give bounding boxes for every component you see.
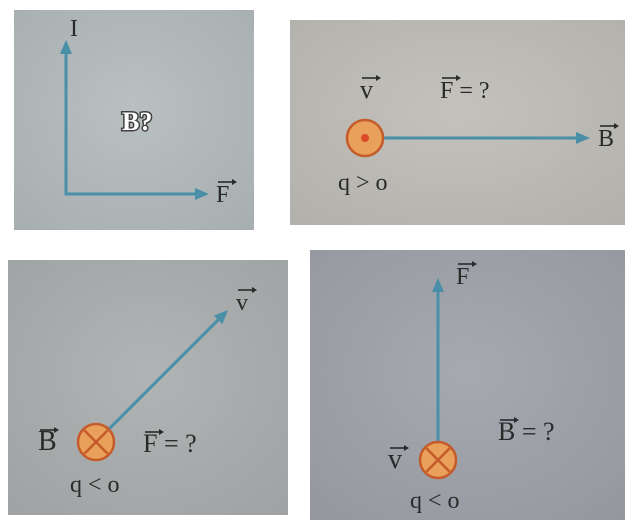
svg-text:I: I	[70, 16, 78, 42]
diagram-panel-p3: vBF = ?q < o	[8, 260, 288, 515]
svg-text:B = ?: B = ?	[498, 417, 555, 446]
svg-text:B?: B?	[122, 107, 152, 136]
svg-text:v: v	[360, 75, 373, 104]
svg-text:q < o: q < o	[410, 488, 460, 514]
svg-text:B: B	[598, 126, 614, 152]
diagram-svg: I F B?	[14, 10, 254, 230]
svg-text:F = ?: F = ?	[440, 78, 490, 104]
diagram-svg: FvB = ?q < o	[310, 250, 625, 520]
diagram-svg: vBF = ?q < o	[8, 260, 288, 515]
svg-text:F: F	[216, 182, 229, 208]
diagram-svg: Bv F = ? q > o	[290, 20, 625, 225]
svg-text:F = ?: F = ?	[143, 429, 197, 458]
diagram-panel-p1: I F B?	[14, 10, 254, 230]
diagram-panel-p4: FvB = ?q < o	[310, 250, 625, 520]
svg-text:v: v	[236, 290, 248, 316]
svg-text:q < o: q < o	[70, 472, 120, 498]
svg-text:q > o: q > o	[338, 170, 388, 196]
diagram-panel-p2: Bv F = ? q > o	[290, 20, 625, 225]
svg-text:F: F	[456, 264, 469, 290]
